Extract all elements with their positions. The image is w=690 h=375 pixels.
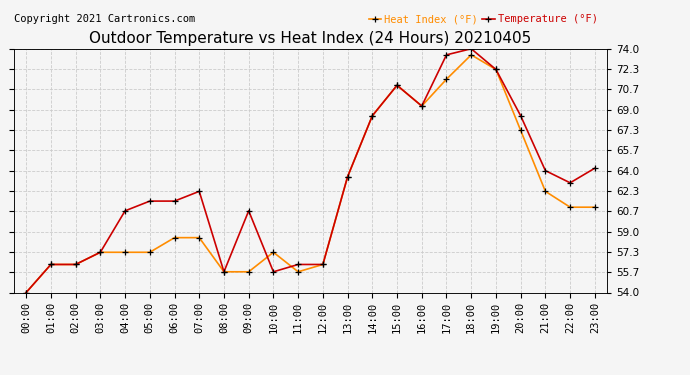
Temperature (°F) (517, 114, 525, 118)
Heat Index (°F) (492, 67, 500, 72)
Temperature (°F) (492, 67, 500, 72)
Heat Index (°F) (393, 83, 401, 88)
Temperature (°F) (541, 168, 549, 173)
Heat Index (°F) (244, 270, 253, 274)
Temperature (°F) (22, 290, 30, 295)
Heat Index (°F) (170, 236, 179, 240)
Heat Index (°F) (467, 53, 475, 57)
Temperature (°F) (244, 209, 253, 213)
Temperature (°F) (393, 83, 401, 88)
Temperature (°F) (96, 250, 104, 255)
Line: Heat Index (°F): Heat Index (°F) (23, 51, 598, 296)
Temperature (°F) (294, 262, 302, 267)
Temperature (°F) (417, 104, 426, 108)
Heat Index (°F) (72, 262, 80, 267)
Temperature (°F) (566, 181, 574, 185)
Temperature (°F) (220, 270, 228, 274)
Heat Index (°F) (368, 114, 377, 118)
Temperature (°F) (319, 262, 327, 267)
Heat Index (°F) (319, 262, 327, 267)
Temperature (°F) (269, 270, 277, 274)
Temperature (°F) (146, 199, 154, 203)
Heat Index (°F) (146, 250, 154, 255)
Line: Temperature (°F): Temperature (°F) (23, 45, 598, 296)
Heat Index (°F) (417, 104, 426, 108)
Legend: Heat Index (°F), Temperature (°F): Heat Index (°F), Temperature (°F) (364, 10, 602, 28)
Temperature (°F) (72, 262, 80, 267)
Temperature (°F) (344, 174, 352, 179)
Temperature (°F) (47, 262, 55, 267)
Heat Index (°F) (344, 174, 352, 179)
Heat Index (°F) (566, 205, 574, 209)
Heat Index (°F) (591, 205, 599, 209)
Heat Index (°F) (517, 128, 525, 133)
Heat Index (°F) (96, 250, 104, 255)
Temperature (°F) (591, 166, 599, 170)
Text: Copyright 2021 Cartronics.com: Copyright 2021 Cartronics.com (14, 14, 195, 24)
Temperature (°F) (368, 114, 377, 118)
Heat Index (°F) (22, 290, 30, 295)
Heat Index (°F) (220, 270, 228, 274)
Heat Index (°F) (294, 270, 302, 274)
Heat Index (°F) (269, 250, 277, 255)
Temperature (°F) (442, 53, 451, 57)
Temperature (°F) (170, 199, 179, 203)
Heat Index (°F) (442, 77, 451, 81)
Heat Index (°F) (541, 189, 549, 194)
Heat Index (°F) (121, 250, 129, 255)
Title: Outdoor Temperature vs Heat Index (24 Hours) 20210405: Outdoor Temperature vs Heat Index (24 Ho… (90, 31, 531, 46)
Temperature (°F) (121, 209, 129, 213)
Temperature (°F) (467, 46, 475, 51)
Temperature (°F) (195, 189, 204, 194)
Heat Index (°F) (195, 236, 204, 240)
Heat Index (°F) (47, 262, 55, 267)
